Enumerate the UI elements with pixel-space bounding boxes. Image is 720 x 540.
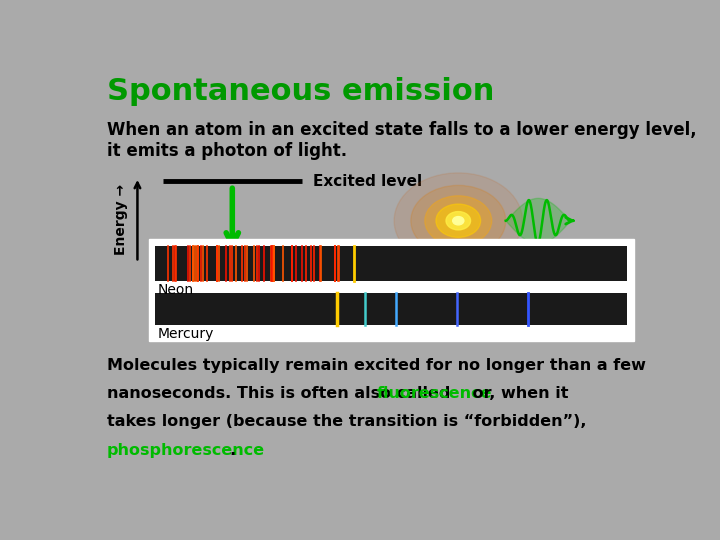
Text: phosphorescence: phosphorescence bbox=[107, 443, 265, 458]
Circle shape bbox=[436, 204, 481, 238]
Text: it emits a photon of light.: it emits a photon of light. bbox=[107, 141, 347, 160]
Text: Molecules typically remain excited for no longer than a few: Molecules typically remain excited for n… bbox=[107, 358, 646, 373]
Text: .: . bbox=[229, 443, 235, 458]
FancyBboxPatch shape bbox=[156, 246, 627, 281]
Circle shape bbox=[453, 217, 464, 225]
Circle shape bbox=[394, 173, 523, 268]
Text: Neon: Neon bbox=[158, 283, 194, 297]
Circle shape bbox=[446, 212, 471, 230]
Text: takes longer (because the transition is “forbidden”),: takes longer (because the transition is … bbox=[107, 415, 586, 429]
Text: Excited level: Excited level bbox=[313, 174, 423, 188]
Text: nanoseconds. This is often also called: nanoseconds. This is often also called bbox=[107, 386, 456, 401]
Text: When an atom in an excited state falls to a lower energy level,: When an atom in an excited state falls t… bbox=[107, 121, 696, 139]
Text: Energy →: Energy → bbox=[114, 184, 127, 255]
Text: or, when it: or, when it bbox=[467, 386, 568, 401]
Text: Mercury: Mercury bbox=[158, 327, 215, 341]
Text: Spontaneous emission: Spontaneous emission bbox=[107, 77, 494, 106]
Circle shape bbox=[425, 196, 492, 246]
Text: Ground level: Ground level bbox=[313, 251, 423, 266]
Circle shape bbox=[411, 185, 505, 256]
FancyBboxPatch shape bbox=[148, 239, 634, 341]
Text: fluorescence: fluorescence bbox=[377, 386, 492, 401]
FancyBboxPatch shape bbox=[156, 293, 627, 325]
